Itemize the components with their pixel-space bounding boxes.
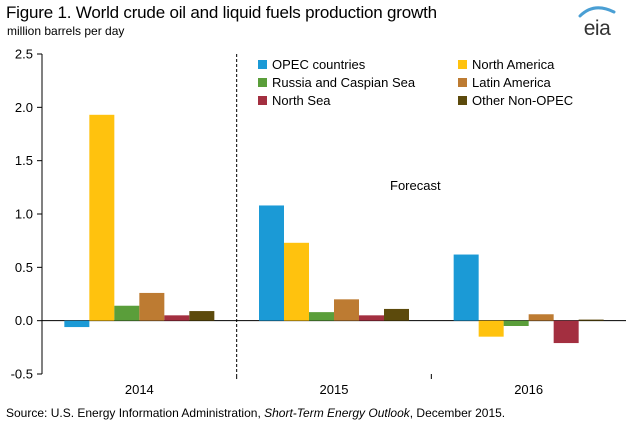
y-tick-label: 1.0 (15, 207, 33, 222)
bar (453, 254, 479, 321)
legend-label: Russia and Caspian Sea (272, 75, 416, 90)
legend-label: Other Non-OPEC (472, 93, 573, 108)
bar (334, 299, 359, 321)
bar (164, 315, 190, 321)
source-prefix: Source: U.S. Energy Information Administ… (6, 406, 265, 420)
source-publication: Short-Term Energy Outlook (264, 406, 410, 420)
bar (189, 311, 215, 321)
bar (359, 315, 384, 321)
y-tick-label: 0.5 (15, 260, 33, 275)
legend-swatch (458, 96, 467, 105)
legend-swatch (258, 78, 267, 87)
chart-units: million barrels per day (7, 24, 125, 38)
bar (284, 242, 309, 321)
bar (384, 308, 409, 321)
bar (309, 312, 334, 321)
x-category-label: 2014 (125, 382, 154, 397)
chart-title: Figure 1. World crude oil and liquid fue… (6, 3, 437, 22)
bar (259, 205, 284, 321)
legend-swatch (258, 60, 267, 69)
y-tick-label: 1.5 (15, 153, 33, 168)
bar (578, 319, 604, 321)
legend-swatch (258, 96, 267, 105)
x-category-label: 2016 (514, 382, 543, 397)
bar (64, 320, 90, 328)
eia-logo-arc (578, 6, 616, 18)
legend-swatch (458, 78, 467, 87)
legend-label: Latin America (472, 75, 552, 90)
y-tick-label: -0.5 (11, 367, 33, 382)
legend-swatch (458, 60, 467, 69)
legend-label: North Sea (272, 93, 331, 108)
y-tick-label: 2.0 (15, 100, 33, 115)
y-tick-label: 0.0 (15, 313, 33, 328)
bar (89, 114, 115, 321)
source-footer: Source: U.S. Energy Information Administ… (6, 406, 505, 420)
bar (114, 305, 140, 321)
eia-logo-icon: eia (570, 4, 624, 40)
source-suffix: , December 2015. (409, 406, 506, 420)
x-category-label: 2015 (320, 382, 349, 397)
legend-label: North America (472, 57, 555, 72)
bar (478, 320, 504, 337)
bar (528, 314, 554, 321)
bar (139, 292, 165, 321)
legend-label: OPEC countries (272, 57, 366, 72)
y-tick-label: 2.5 (15, 47, 33, 62)
bar (553, 320, 579, 344)
forecast-annotation: Forecast (390, 178, 441, 193)
bar (503, 320, 529, 326)
eia-logo-text: eia (583, 17, 611, 40)
